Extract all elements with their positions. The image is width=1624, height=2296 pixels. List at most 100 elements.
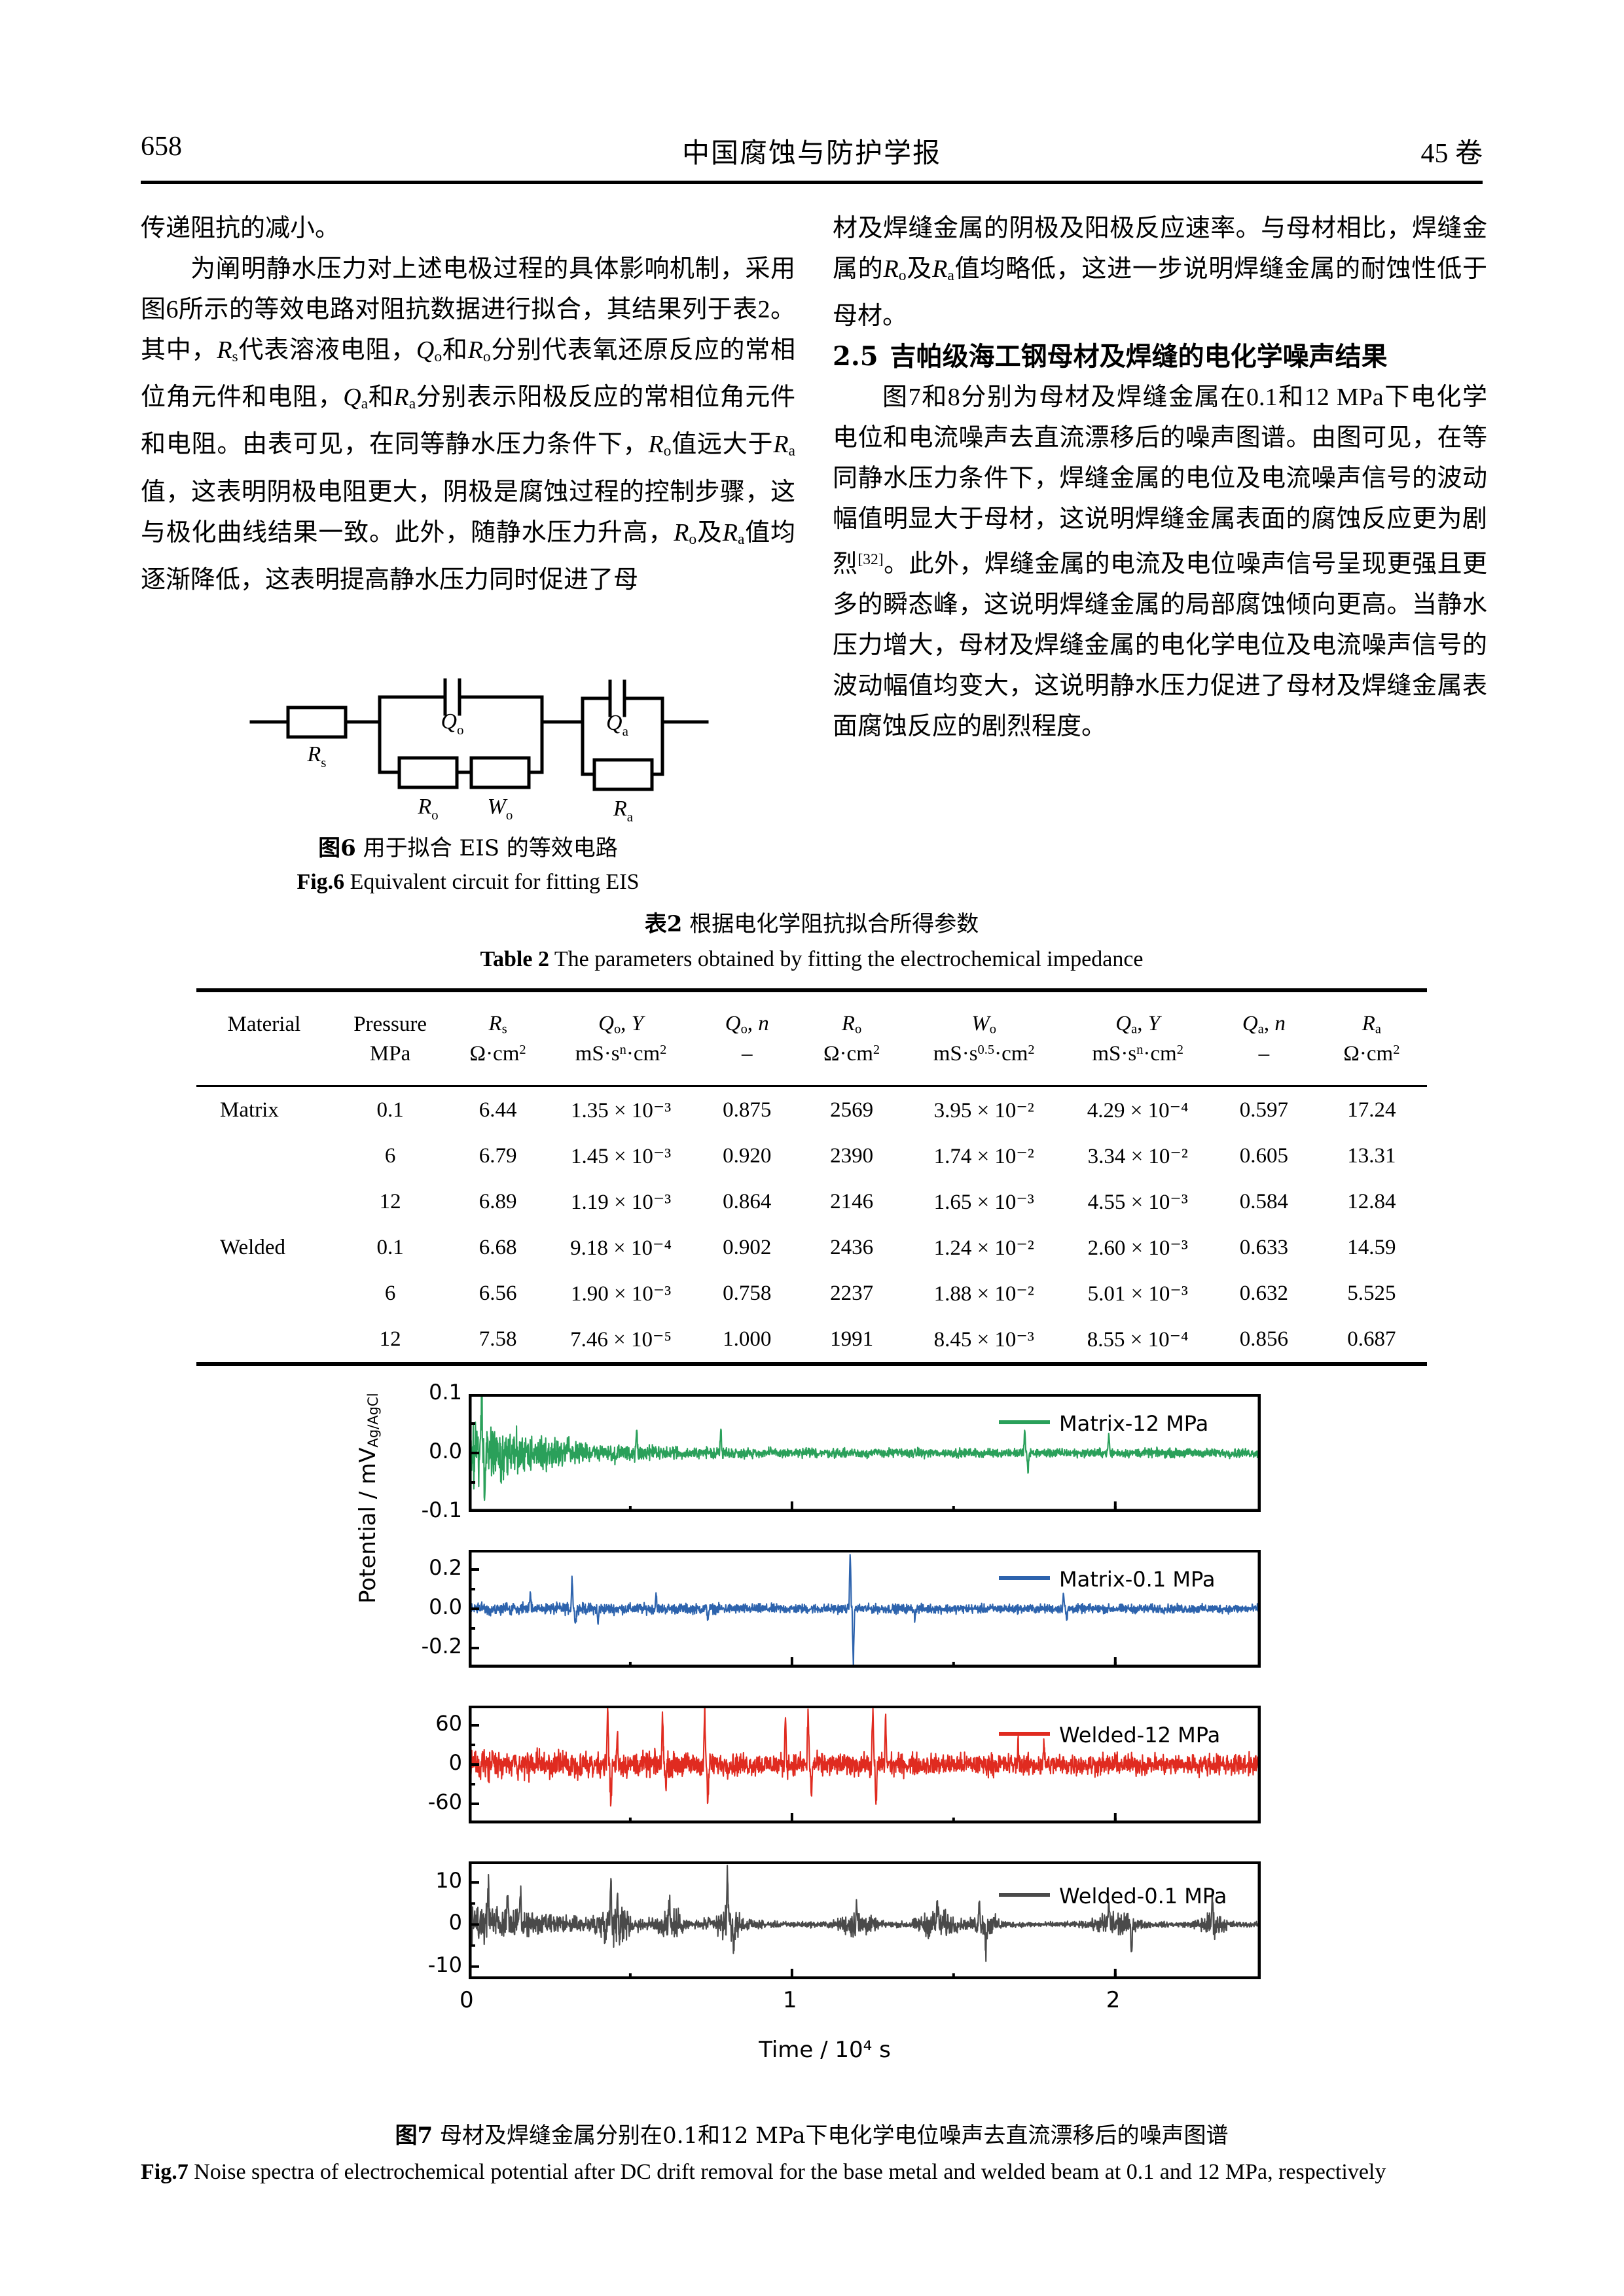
figure-6-caption: 图6 用于拟合 EIS 的等效电路 Fig.6 Equivalent circu… [141,831,795,899]
y-tick-label: 0.0 [429,1594,462,1619]
journal-title: 中国腐蚀与防护学报 [681,137,941,169]
cell-Rs: 6.79 [478,1143,517,1168]
cell-Wo: 1.74 × 10⁻² [933,1145,1034,1168]
cell-Qon: 0.875 [723,1098,772,1122]
table-2-caption-en: Table 2 The parameters obtained by fitti… [480,947,1144,971]
unit-qo-n: – [742,1042,753,1066]
cell-Rs: 6.89 [478,1189,517,1213]
cell-Ro: 2436 [830,1235,874,1259]
cell-Qon: 0.902 [723,1235,772,1259]
trace-svg [469,1706,1261,1823]
legend-matrix-12-mpa: Matrix-12 MPa [999,1411,1208,1436]
cell-Ra: 12.84 [1347,1189,1396,1213]
cell-QaY: 4.55 × 10⁻³ [1087,1191,1188,1214]
cell-Qon: 0.758 [723,1281,772,1305]
volume-label: 45 卷 [1420,139,1483,169]
table-2-caption-zh: 表2 根据电化学阻抗拟合所得参数 [644,911,979,937]
cell-pressure: 0.1 [376,1235,404,1259]
th-material: Material [227,1013,301,1036]
table-row: 12 6.89 1.19 × 10⁻³ 0.864 2146 1.65 × 10⁻³ 4.5… [196,1179,1427,1225]
chart-panel-matrix-0-1-mpa [469,1550,1261,1668]
page-number-left: 658 [141,132,182,162]
y-tick-label: 0.2 [429,1555,462,1580]
table-row: 6 6.79 1.45 × 10⁻³ 0.920 2390 1.74 × 10⁻² 3.34… [196,1133,1427,1179]
legend-welded-12-mpa: Welded-12 MPa [999,1723,1220,1748]
cell-Ro: 2237 [830,1281,874,1305]
legend-label: Matrix-0.1 MPa [1059,1567,1216,1592]
unit-material [196,1039,332,1086]
section-number: 2.5 [833,341,878,372]
cell-Wo: 3.95 × 10⁻² [933,1099,1034,1122]
unit-ro: Ω·cm2 [823,1042,880,1066]
header-rule [141,181,1483,184]
y-tick-label: 0 [448,1750,462,1775]
th-qo-y: Qo, Y [598,1011,644,1037]
trace-svg [469,1550,1261,1668]
cell-Wo: 8.45 × 10⁻³ [933,1328,1034,1352]
cell-pressure: 0.1 [376,1098,404,1122]
th-qa-y: Qa, Y [1115,1011,1161,1037]
cell-material: Matrix [220,1098,279,1122]
table-header-row-units: MPa Ω·cm2 mS·sn·cm2 – Ω·cm2 mS·s0.5·cm2 … [196,1039,1427,1086]
legend-swatch [999,1420,1050,1424]
cell-Qan: 0.633 [1239,1235,1288,1259]
cell-Qan: 0.632 [1239,1281,1288,1305]
cell-Qan: 0.856 [1239,1327,1288,1351]
section-heading-2-5: 2.5 吉帕级海工钢母材及焊缝的电化学噪声结果 [833,336,1487,377]
legend-matrix-0-1-mpa: Matrix-0.1 MPa [999,1567,1215,1592]
citation-ref: [32] [857,551,884,569]
table-row: 12 7.58 7.46 × 10⁻⁵ 1.000 1991 8.45 × 10⁻³ 8.5… [196,1316,1427,1364]
cell-QoY: 1.90 × 10⁻³ [570,1282,672,1306]
paragraph-welded-corrosion: 材及焊缝金属的阴极及阳极反应速率。与母材相比，焊缝金属的Ro及Ra值均略低，这进… [833,215,1487,331]
table-body: Matrix 0.1 6.44 1.35 × 10⁻³ 0.875 2569 3.95 × … [196,1086,1427,1364]
label-Rs: Rs [307,742,327,770]
cell-pressure: 6 [384,1143,396,1168]
cell-Qon: 0.920 [723,1143,772,1168]
cell-pressure: 6 [384,1281,396,1305]
figure-6-caption-en: Fig.6 Equivalent circuit for fitting EIS [297,870,640,894]
circuit-diagram-svg: Rs Qo Ro Wo Qa Ra [249,678,709,825]
y-tick-label: -10 [427,1952,462,1977]
y-tick-label: -0.1 [421,1498,462,1522]
table-row: Matrix 0.1 6.44 1.35 × 10⁻³ 0.875 2569 3.95 × … [196,1086,1427,1134]
cell-QoY: 1.45 × 10⁻³ [570,1145,672,1168]
cell-QaY: 3.34 × 10⁻² [1087,1145,1188,1168]
th-qo-n: Qo, n [725,1011,769,1037]
table-row: Welded 0.1 6.68 9.18 × 10⁻⁴ 0.902 2436 1.24 × … [196,1225,1427,1270]
cell-material [196,1133,332,1179]
cell-QoY: 9.18 × 10⁻⁴ [570,1236,672,1260]
chart-panel-welded-0-1-mpa [469,1861,1261,1979]
y-tick-label: 0 [448,1910,462,1935]
cell-Wo: 1.24 × 10⁻² [933,1236,1034,1260]
cell-QoY: 1.35 × 10⁻³ [570,1099,672,1122]
cell-Rs: 7.58 [478,1327,517,1351]
paragraph-eis-fitting: 为阐明静水压力对上述电极过程的具体影响机制，采用图6所示的等效电路对阻抗数据进行… [141,255,795,594]
unit-ra: Ω·cm2 [1343,1042,1400,1066]
cell-QaY: 5.01 × 10⁻³ [1087,1282,1188,1306]
legend-label: Welded-0.1 MPa [1059,1884,1227,1909]
cell-material [196,1270,332,1316]
trace-svg [469,1394,1261,1512]
th-ro: Ro [841,1011,862,1037]
chart-panel-matrix-12-mpa [469,1394,1261,1512]
y-tick-label: -0.2 [421,1634,462,1659]
section-title: 吉帕级海工钢母材及焊缝的电化学噪声结果 [890,341,1388,372]
cell-Ro: 2569 [830,1098,874,1122]
unit-qa-y: mS·sn·cm2 [1092,1042,1183,1066]
cell-Ra: 14.59 [1347,1235,1396,1259]
cell-Rs: 6.68 [478,1235,517,1259]
unit-qa-n: – [1258,1042,1270,1066]
th-pressure: Pressure [353,1013,427,1036]
legend-swatch [999,1731,1050,1736]
legend-swatch [999,1575,1050,1580]
left-column: 传递阻抗的减小。 为阐明静水压力对上述电极过程的具体影响机制，采用图6所示的等效… [141,208,795,600]
cell-material: Welded [220,1235,285,1259]
cell-material [196,1179,332,1225]
cell-pressure: 12 [379,1189,401,1213]
x-axis-label: Time / 10⁴ s [759,2037,891,2063]
y-tick-label: 60 [435,1711,462,1736]
unit-qo-y: mS·sn·cm2 [575,1042,667,1066]
unit-rs: Ω·cm2 [469,1042,526,1066]
cell-Qan: 0.584 [1239,1189,1288,1213]
